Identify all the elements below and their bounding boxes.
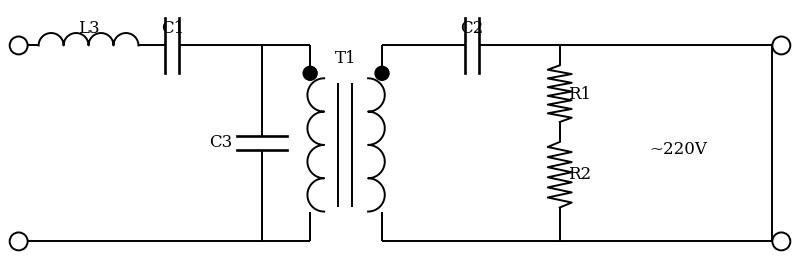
Text: C3: C3 <box>209 134 232 151</box>
Text: R1: R1 <box>568 86 591 103</box>
Text: C1: C1 <box>161 20 184 37</box>
Text: R2: R2 <box>568 166 591 183</box>
Text: T1: T1 <box>335 50 357 67</box>
Circle shape <box>375 66 389 80</box>
Circle shape <box>303 66 317 80</box>
Text: L3: L3 <box>78 20 99 37</box>
Text: C2: C2 <box>460 20 483 37</box>
Text: ~220V: ~220V <box>650 141 707 158</box>
